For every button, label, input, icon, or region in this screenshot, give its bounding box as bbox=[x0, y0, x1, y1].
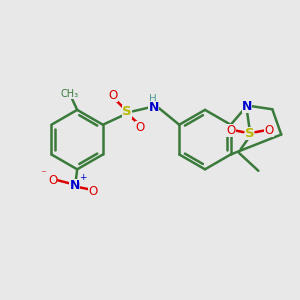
Text: S: S bbox=[122, 106, 132, 118]
Text: CH₃: CH₃ bbox=[61, 88, 79, 98]
Text: +: + bbox=[80, 173, 87, 182]
Text: O: O bbox=[109, 89, 118, 102]
Text: O: O bbox=[264, 124, 273, 137]
Text: O: O bbox=[88, 185, 98, 198]
Text: O: O bbox=[136, 121, 145, 134]
Text: N: N bbox=[148, 101, 159, 114]
Text: N: N bbox=[242, 100, 252, 113]
Text: S: S bbox=[244, 127, 254, 140]
Text: O: O bbox=[48, 174, 57, 187]
Text: N: N bbox=[70, 179, 80, 192]
Text: O: O bbox=[226, 124, 236, 137]
Text: ⁻: ⁻ bbox=[41, 169, 46, 179]
Text: H: H bbox=[149, 94, 157, 104]
